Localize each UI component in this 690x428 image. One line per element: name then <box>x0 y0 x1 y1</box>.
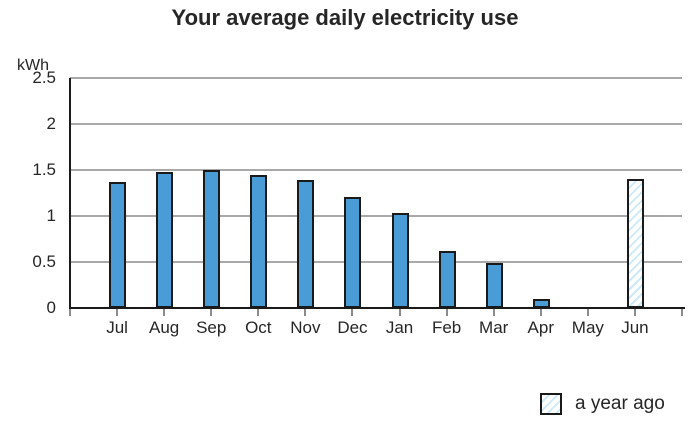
month-label-dec: Dec <box>337 318 368 337</box>
x-axis-tick <box>681 309 683 316</box>
month-label-sep: Sep <box>196 318 227 337</box>
y-axis-unit-label: kWh <box>17 57 49 74</box>
gridline <box>70 261 682 263</box>
y-tick-label: 0 <box>46 298 56 317</box>
month-label-oct: Oct <box>245 318 272 337</box>
bar-aug <box>156 172 174 308</box>
month-label-jul: Jul <box>106 318 128 337</box>
x-axis-tick <box>398 309 401 316</box>
bar-sep <box>203 170 221 308</box>
y-tick-label: 0.5 <box>32 252 56 271</box>
month-label-jan: Jan <box>385 318 414 337</box>
x-axis-tick <box>445 309 448 316</box>
legend-label: a year ago <box>575 393 665 414</box>
x-axis-tick <box>539 309 542 316</box>
month-label-mar: Mar <box>479 318 509 337</box>
bar-oct <box>250 175 268 308</box>
bar-nov <box>297 180 315 308</box>
month-label-feb: Feb <box>431 318 462 337</box>
bar-jul <box>109 182 127 308</box>
y-axis-line <box>69 78 71 308</box>
y-tick-label: 1.5 <box>32 160 56 179</box>
x-axis-tick <box>304 309 307 316</box>
bar-mar <box>485 263 503 308</box>
gridline <box>70 215 682 217</box>
bar-feb <box>438 251 456 308</box>
y-tick-label: 2.5 <box>32 68 56 87</box>
x-axis-tick <box>163 309 166 316</box>
legend-hatched-swatch-icon <box>540 393 562 415</box>
x-axis-tick <box>586 309 589 316</box>
x-axis-tick <box>492 309 495 316</box>
month-label-nov: Nov <box>290 318 321 337</box>
bar-jun <box>626 179 644 308</box>
month-label-aug: Aug <box>149 318 180 337</box>
gridline <box>70 169 682 171</box>
x-axis-tick <box>351 309 354 316</box>
bar-apr <box>532 299 550 308</box>
x-axis-tick <box>210 309 213 316</box>
y-tick-label: 1 <box>46 206 56 225</box>
x-axis-tick <box>69 309 71 316</box>
x-axis-tick <box>116 309 119 316</box>
x-axis-line <box>69 307 685 309</box>
legend: a year ago <box>540 393 665 415</box>
month-label-jun: Jun <box>621 318 649 337</box>
chart-title: Your average daily electricity use <box>171 5 519 30</box>
x-axis-tick <box>633 309 636 316</box>
gridline <box>70 77 682 79</box>
x-axis-tick <box>257 309 260 316</box>
month-label-may: May <box>571 318 604 337</box>
month-label-apr: Apr <box>527 318 554 337</box>
bar-dec <box>344 197 362 308</box>
bar-jan <box>391 213 409 308</box>
gridline <box>70 123 682 125</box>
y-tick-label: 2 <box>46 114 56 133</box>
